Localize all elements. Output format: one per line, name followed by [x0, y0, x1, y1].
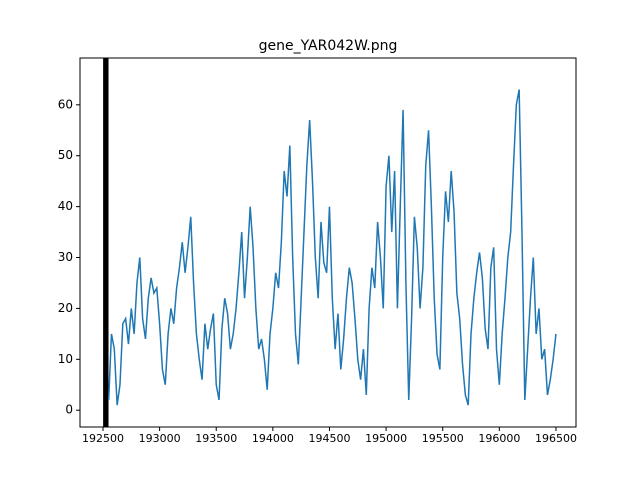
x-tick-label: 196500	[535, 432, 577, 445]
x-tick-label: 195500	[422, 432, 464, 445]
x-tick-label: 195000	[365, 432, 407, 445]
x-tick-label: 194500	[308, 432, 350, 445]
x-tick-label: 192500	[82, 432, 124, 445]
x-tick-label: 194000	[252, 432, 294, 445]
x-tick-label: 196000	[478, 432, 520, 445]
y-tick-label: 60	[58, 97, 73, 111]
data-line	[107, 89, 557, 406]
plot-frame	[79, 57, 577, 428]
x-tick-label: 193000	[139, 432, 181, 445]
y-tick-label: 40	[58, 199, 73, 213]
y-tick-label: 20	[58, 301, 73, 315]
y-tick-label: 30	[58, 250, 73, 264]
x-tick-label: 193500	[195, 432, 237, 445]
y-tick-label: 0	[65, 403, 73, 417]
y-tick-label: 50	[58, 148, 73, 162]
chart-title: gene_YAR042W.png	[259, 38, 398, 54]
y-tick-label: 10	[58, 352, 73, 366]
